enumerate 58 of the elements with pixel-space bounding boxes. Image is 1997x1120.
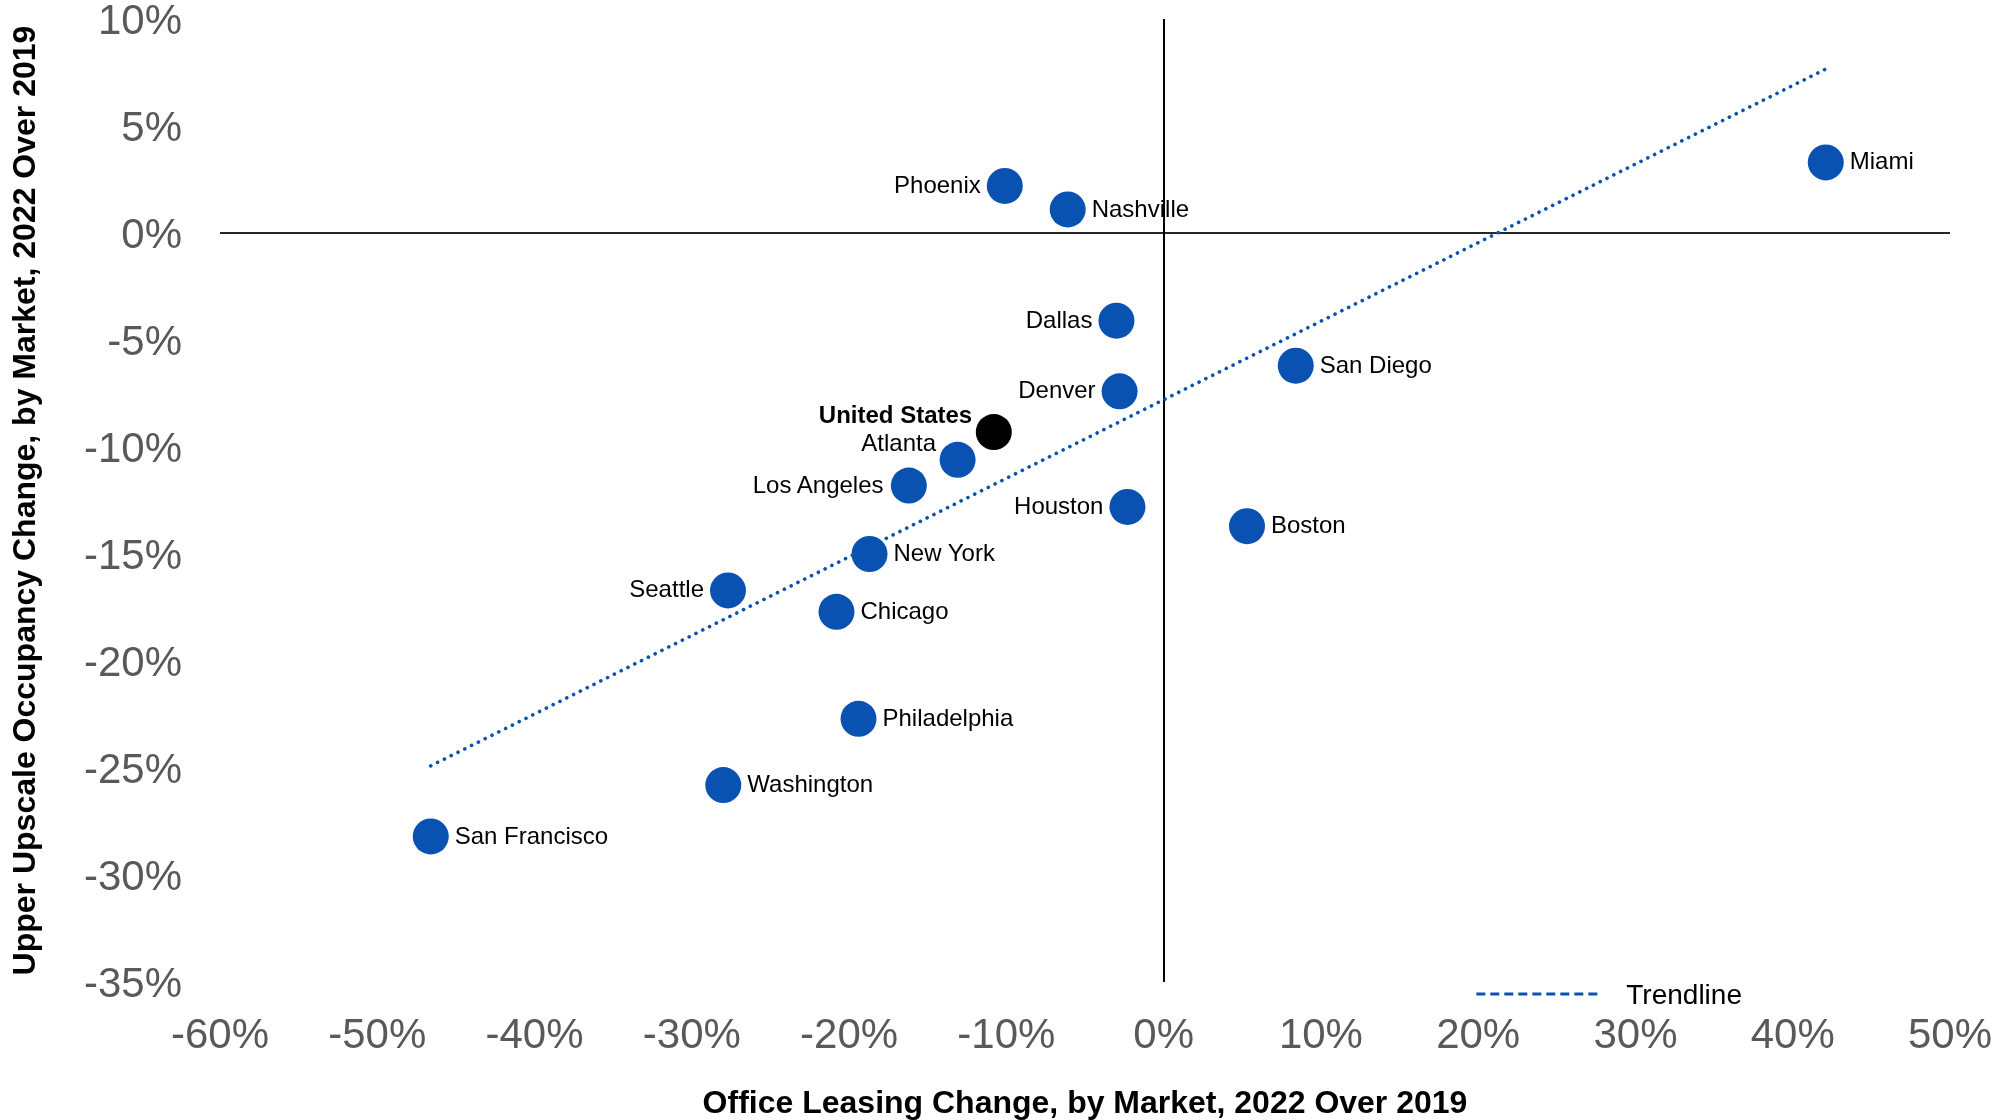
y-tick-label: -30% [83,851,182,899]
annotation: Phoenix [894,170,981,198]
point [1049,191,1086,228]
point [939,441,976,478]
point [412,818,449,855]
point [986,167,1023,204]
annotation: San Diego [1319,350,1432,378]
point [1277,347,1314,384]
x-tick-label: 0% [1133,1009,1194,1057]
annotation: Los Angeles [752,470,884,498]
annotation: Chicago [860,596,949,624]
y-tick-label: -25% [83,744,182,792]
x-tick-label: -20% [800,1009,899,1057]
x-tick-label: -50% [328,1009,427,1057]
y-tick-label: -20% [83,637,182,685]
annotation: San Francisco [454,821,609,849]
y-tick-label: -10% [83,423,182,471]
y-tick-label: 0% [121,209,182,257]
annotation: Washington [747,770,874,798]
annotation: Atlanta [861,428,937,456]
x-tick-label: 30% [1593,1009,1678,1057]
point [705,767,742,804]
x-tick-label: 20% [1436,1009,1521,1057]
annotation: Miami [1849,147,1914,175]
point [840,700,877,737]
x-tick-label: 10% [1278,1009,1363,1057]
point [1098,302,1135,339]
x-tick-label: -40% [485,1009,584,1057]
y-tick-label: -35% [83,958,182,1006]
annotation: New York [893,539,996,567]
y-tick-label: -15% [83,530,182,578]
annotation: Denver [1018,376,1096,404]
point [975,414,1012,451]
point [1101,373,1138,410]
annotation: Houston [1014,491,1104,519]
point [851,536,888,572]
x-tick-label: -10% [957,1009,1056,1057]
series-label: United States [818,400,973,428]
x-tick-label: -30% [642,1009,741,1057]
point [818,593,855,630]
point [1807,144,1844,181]
annotation: Boston [1270,511,1346,539]
x-tick-label: -60% [170,1009,270,1057]
y-tick-label: 5% [121,102,182,150]
x-axis-title: Office Leasing Change, by Market, 2022 Over 2019 [702,1084,1468,1120]
y-tick-label: -5% [107,316,182,364]
x-tick-label: 40% [1750,1009,1835,1057]
point [1109,488,1146,525]
point [709,572,746,609]
annotation: Dallas [1025,305,1093,333]
point [890,467,927,504]
y-axis-title: Upper Upscale Occupancy Change, by Market, 2022 Over 2019 [6,25,42,976]
annotation: Seattle [629,575,704,603]
annotation: Philadelphia [882,703,1014,731]
x-tick-label: 50% [1907,1009,1993,1057]
legend-label: Trendline [1626,978,1743,1010]
y-tick-label: 10% [97,0,182,43]
point [1228,508,1265,545]
